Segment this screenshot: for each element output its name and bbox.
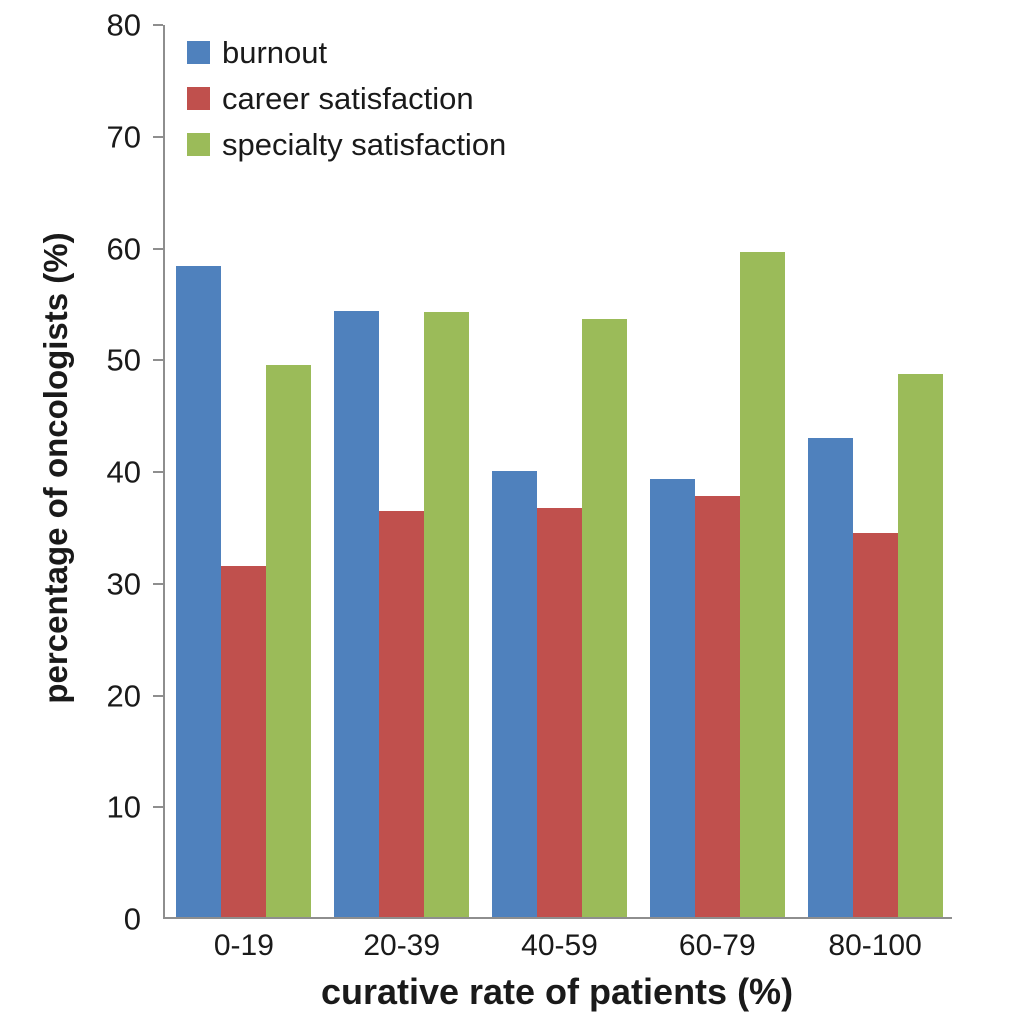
bar-burnout-0-19 bbox=[176, 265, 222, 917]
legend-item-burnout: burnout bbox=[187, 29, 506, 75]
y-tick-label-70: 70 bbox=[106, 119, 141, 155]
x-tick-label-40-59: 40-59 bbox=[521, 929, 598, 962]
y-tick-mark-70 bbox=[153, 135, 163, 138]
y-tick-label-20: 20 bbox=[106, 678, 141, 713]
x-axis-title: curative rate of patients (%) bbox=[320, 971, 794, 1012]
x-tick-label-20-39: 20-39 bbox=[363, 929, 441, 962]
y-tick-mark-60 bbox=[153, 247, 163, 250]
x-tick-label-60-79: 60-79 bbox=[678, 929, 756, 962]
bar-specialty-satisfaction-20-39 bbox=[424, 312, 470, 917]
plot-area: 0 10 20 30 40 50 60 70 80 0-19 20-39 40-59 60-79 80-… bbox=[107, 10, 954, 961]
legend-swatch-icon bbox=[187, 86, 210, 110]
x-tick-label-80-100: 80-100 bbox=[828, 929, 922, 962]
y-tick-mark-80 bbox=[153, 24, 163, 26]
y-tick-mark-50 bbox=[153, 359, 163, 362]
y-tick-mark-30 bbox=[153, 582, 163, 585]
bar-group-60-79 bbox=[638, 25, 796, 917]
bar-specialty-satisfaction-60-79 bbox=[739, 252, 785, 917]
y-tick-mark-40 bbox=[153, 471, 163, 473]
legend-swatch-icon bbox=[187, 132, 210, 156]
y-axis-title: percentage of oncologists (%) bbox=[37, 232, 74, 704]
legend: burnout career satisfaction specialty sati… bbox=[187, 29, 506, 167]
y-tick-label-50: 50 bbox=[106, 342, 141, 378]
bar-group-0-19 bbox=[165, 25, 323, 917]
bar-career-satisfaction-0-19 bbox=[221, 566, 267, 917]
bar-specialty-satisfaction-40-59 bbox=[581, 319, 627, 917]
y-tick-mark-20 bbox=[153, 694, 163, 697]
bar-burnout-60-79 bbox=[649, 478, 695, 917]
legend-swatch-icon bbox=[187, 40, 210, 64]
bar-burnout-20-39 bbox=[334, 311, 380, 917]
legend-label: burnout bbox=[222, 34, 328, 70]
legend-label: specialty satisfaction bbox=[222, 126, 507, 162]
y-tick-label-10: 10 bbox=[106, 789, 141, 825]
bar-group-20-39 bbox=[323, 25, 481, 917]
bar-career-satisfaction-40-59 bbox=[536, 508, 582, 917]
y-tick-label-30: 30 bbox=[106, 566, 141, 602]
bar-career-satisfaction-80-100 bbox=[852, 532, 898, 917]
bar-burnout-40-59 bbox=[491, 471, 537, 917]
bar-specialty-satisfaction-80-100 bbox=[897, 373, 943, 917]
y-tick-label-60: 60 bbox=[106, 231, 141, 266]
legend-item-career-satisfaction: career satisfaction bbox=[187, 75, 506, 121]
y-tick-label-40: 40 bbox=[106, 454, 141, 490]
bar-specialty-satisfaction-0-19 bbox=[266, 364, 312, 917]
legend-item-specialty-satisfaction: specialty satisfaction bbox=[187, 121, 506, 167]
y-tick-label-0: 0 bbox=[123, 901, 141, 937]
bar-career-satisfaction-20-39 bbox=[379, 511, 425, 917]
bar-career-satisfaction-60-79 bbox=[694, 495, 740, 917]
x-tick-label-0-19: 0-19 bbox=[213, 929, 274, 962]
y-tick-label-80: 80 bbox=[106, 7, 141, 43]
bar-group-80-100 bbox=[796, 25, 954, 917]
y-tick-mark-10 bbox=[153, 806, 163, 809]
bar-burnout-80-100 bbox=[807, 437, 853, 917]
legend-label: career satisfaction bbox=[222, 80, 474, 116]
bar-group-40-59 bbox=[481, 25, 639, 917]
